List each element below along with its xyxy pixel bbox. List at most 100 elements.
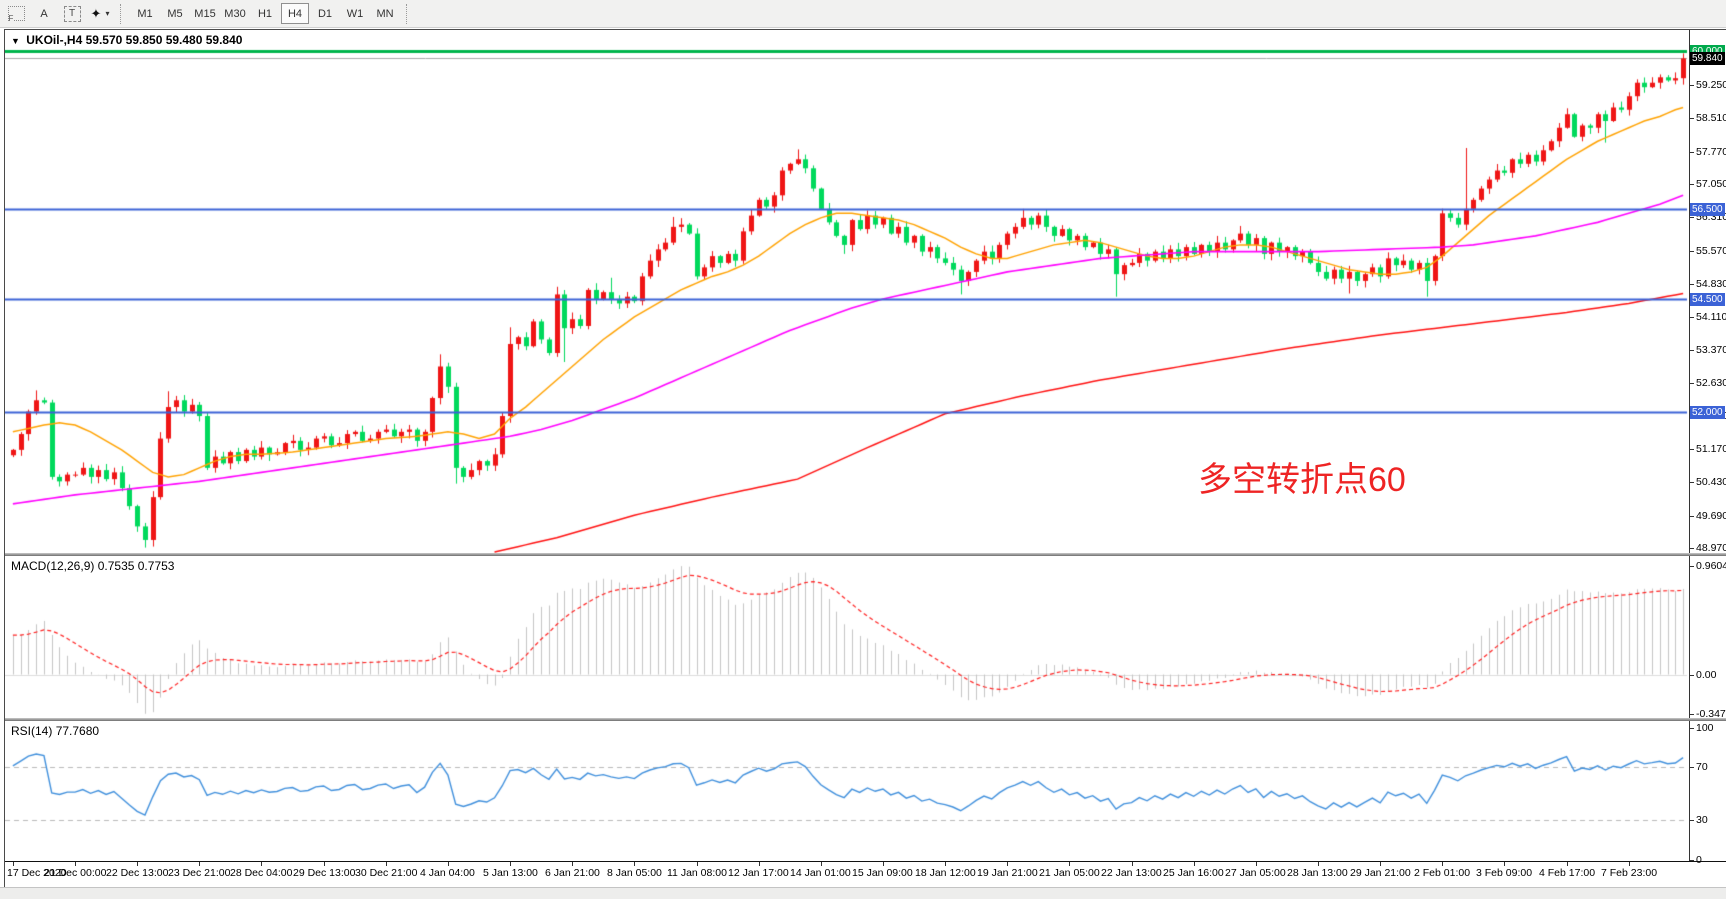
price-tick-mark [1690, 449, 1694, 450]
time-tick-mark [759, 862, 760, 866]
time-tick-mark [13, 862, 14, 866]
time-tick-mark [261, 862, 262, 866]
letter-a-icon: A [40, 7, 48, 20]
time-tick-mark [697, 862, 698, 866]
price-tick-label: 48.970 [1696, 542, 1726, 554]
chart-symbol-period: UKOil-,H4 [26, 33, 83, 47]
price-tick-mark [1690, 152, 1694, 153]
rsi-tick-mark [1690, 767, 1694, 768]
price-tick-mark [1690, 118, 1694, 119]
price-tick-label: 55.570 [1696, 245, 1726, 257]
price-tick-mark [1690, 217, 1694, 218]
text-label-tool-button[interactable]: A [31, 3, 57, 24]
level-price-tag: 54.500 [1690, 293, 1725, 306]
letter-t-icon: T [63, 5, 81, 22]
current-price-tag: 59.840 [1690, 52, 1725, 65]
timeframe-button-h1[interactable]: H1 [257, 7, 273, 20]
annotation-text[interactable]: 多空转折点60 [1198, 461, 1406, 499]
time-tick-mark [634, 862, 635, 866]
time-tick-label: 30 Dec 21:00 [355, 867, 418, 879]
symbol-dropdown-icon[interactable]: ▼ [11, 36, 20, 46]
price-tick-mark [1690, 317, 1694, 318]
timeframe-button-m1[interactable]: M1 [137, 7, 153, 20]
macd-pane: MACD(12,26,9) 0.7535 0.7753 0.9604 0.00 -0… [5, 556, 1726, 720]
time-tick-label: 22 Jan 13:00 [1101, 867, 1162, 879]
price-tick-mark [1690, 350, 1694, 351]
pane-divider[interactable] [5, 718, 1726, 721]
time-tick-label: 6 Jan 21:00 [545, 867, 600, 879]
macd-tick-label: 0.9604 [1696, 560, 1726, 572]
rsi-tick-mark [1690, 820, 1694, 821]
rsi-tick-label: 70 [1696, 761, 1708, 773]
price-tick-label: 49.690 [1696, 510, 1726, 522]
time-tick-label: 28 Dec 04:00 [230, 867, 293, 879]
price-tick-mark [1690, 251, 1694, 252]
macd-tick-mark [1690, 714, 1694, 715]
time-tick-mark [1318, 862, 1319, 866]
time-tick-mark [199, 862, 200, 866]
text-box-tool-button[interactable]: T [59, 3, 85, 24]
price-tick-mark [1690, 85, 1694, 86]
time-tick-mark [1567, 862, 1568, 866]
time-tick-label: 12 Jan 17:00 [728, 867, 789, 879]
price-tick-label: 57.050 [1696, 178, 1726, 190]
chevron-down-icon: ▾ [105, 9, 110, 18]
horizontal-scrollbar[interactable] [0, 887, 1726, 899]
rsi-tick-label: 30 [1696, 814, 1708, 826]
macd-axis-border [1689, 556, 1690, 718]
time-tick-mark [1256, 862, 1257, 866]
time-tick-mark [821, 862, 822, 866]
time-tick-mark [883, 862, 884, 866]
time-tick-mark [1069, 862, 1070, 866]
time-tick-label: 29 Dec 13:00 [293, 867, 356, 879]
price-tick-mark [1690, 383, 1694, 384]
time-tick-label: 4 Jan 04:00 [420, 867, 475, 879]
level-price-tag: 56.500 [1690, 203, 1725, 216]
time-tick-label: 4 Feb 17:00 [1539, 867, 1596, 879]
time-tick-mark [1504, 862, 1505, 866]
time-tick-mark [448, 862, 449, 866]
time-tick-mark [75, 862, 76, 866]
price-tick-mark [1690, 482, 1694, 483]
price-tick-mark [1690, 284, 1694, 285]
rsi-canvas[interactable] [5, 721, 1689, 861]
rsi-value: 77.7680 [55, 724, 100, 738]
timeframe-button-d1[interactable]: D1 [317, 7, 333, 20]
macd-canvas[interactable] [5, 556, 1689, 718]
price-tick-mark [1690, 516, 1694, 517]
line-studies-dropdown-button[interactable]: ✦ ▾ [87, 3, 113, 24]
time-tick-label: 8 Jan 05:00 [607, 867, 662, 879]
shapes-icon: ✦ [90, 5, 103, 21]
time-tick-label: 29 Jan 21:00 [1350, 867, 1411, 879]
price-tick-label: 54.110 [1696, 311, 1726, 323]
time-tick-mark [945, 862, 946, 866]
time-tick-label: 7 Feb 23:00 [1601, 867, 1658, 879]
time-tick-mark [1132, 862, 1133, 866]
toolbar-separator [120, 3, 125, 24]
timeframe-button-mn[interactable]: MN [376, 7, 394, 20]
time-tick-label: 5 Jan 13:00 [483, 867, 538, 879]
pane-divider[interactable] [5, 553, 1726, 556]
indicators-grid-tool-button[interactable]: F [3, 3, 29, 24]
timeframe-button-m15[interactable]: M15 [194, 7, 216, 20]
time-axis[interactable]: 17 Dec 2020 21 Dec 00:00 22 Dec 13:00 23 De… [5, 861, 1726, 885]
price-tick-label: 51.170 [1696, 443, 1726, 455]
time-tick-label: 15 Jan 09:00 [852, 867, 913, 879]
timeframe-button-group: M1 M5 M15 M30 H1 H4 D1 W1 MN [130, 3, 400, 24]
time-tick-label: 21 Jan 05:00 [1039, 867, 1100, 879]
chart-window: ▼ UKOil-,H4 59.570 59.850 59.480 59.840 … [4, 29, 1726, 889]
rsi-axis-border [1689, 721, 1690, 861]
timeframe-button-m5[interactable]: M5 [167, 7, 183, 20]
time-tick-label: 19 Jan 21:00 [977, 867, 1038, 879]
level-price-tag: 52.000 [1690, 406, 1725, 419]
timeframe-button-m30[interactable]: M30 [224, 7, 246, 20]
time-tick-label: 27 Jan 05:00 [1225, 867, 1286, 879]
timeframe-button-h4[interactable]: H4 [281, 3, 309, 24]
price-chart-canvas[interactable] [5, 30, 1689, 553]
chart-title[interactable]: ▼ UKOil-,H4 59.570 59.850 59.480 59.840 [11, 33, 242, 47]
price-tick-label: 54.830 [1696, 278, 1726, 290]
timeframe-button-w1[interactable]: W1 [346, 7, 364, 20]
price-axis-border [1689, 30, 1690, 553]
price-tick-label: 53.370 [1696, 344, 1726, 356]
